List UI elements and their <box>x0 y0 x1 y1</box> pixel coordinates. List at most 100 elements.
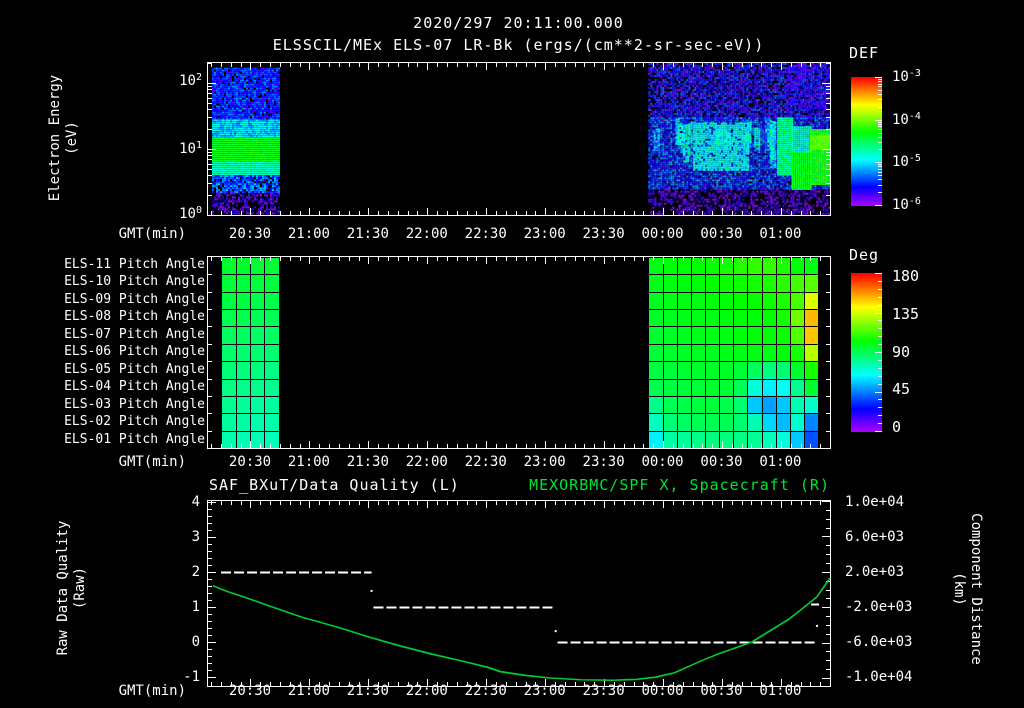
def-colorbar-tick-label: 10-4 <box>892 110 921 130</box>
pitch-angle-row-label: ELS-10 Pitch Angle <box>64 274 205 290</box>
x-tick-label: 01:00 <box>759 683 802 699</box>
def-colorbar-tick-label-exp: -6 <box>908 196 921 207</box>
raw-data-quality-axis-label: Raw Data Quality (Raw) <box>55 521 89 656</box>
deg-colorbar-tick-label: 90 <box>892 342 911 361</box>
distance-y-tick-label: 1.0e+04 <box>845 494 905 510</box>
distance-y-tick-label: -6.0e+03 <box>845 634 913 650</box>
def-colorbar-tick-label: 10-5 <box>892 153 921 172</box>
quality-y-tick-label: 0 <box>191 634 200 650</box>
deg-colorbar-title: Deg <box>849 246 880 264</box>
energy-y-tick-label-base: 10 <box>179 141 196 157</box>
electron-energy-axis-label-line2: (eV) <box>64 121 80 155</box>
energy-y-tick-label: 102 <box>152 72 202 91</box>
x-tick-label: 01:00 <box>759 226 802 242</box>
def-colorbar-title: DEF <box>849 44 880 62</box>
def-colorbar-tick-label-base: 10 <box>892 197 909 213</box>
deg-colorbar-tick-label: 180 <box>892 267 920 285</box>
pitch-angle-row-label: ELS-11 Pitch Angle <box>64 257 205 272</box>
gmt-label-middle: GMT(min) <box>118 454 186 470</box>
x-tick-label: 21:30 <box>346 683 389 699</box>
x-tick-label: 21:00 <box>287 226 330 242</box>
def-colorbar-tick-label-base: 10 <box>892 154 909 171</box>
x-tick-label: 23:30 <box>582 683 625 699</box>
x-tick-label: 22:30 <box>464 683 507 699</box>
x-tick-label: 21:30 <box>346 226 389 242</box>
component-distance-axis-label: Component Distance (km) <box>950 513 984 665</box>
def-colorbar-tick-label-exp: -3 <box>908 68 921 79</box>
quality-y-tick-label: 4 <box>191 494 200 510</box>
pitch-angle-row-label: ELS-04 Pitch Angle <box>64 379 205 395</box>
x-tick-label: 22:00 <box>405 683 448 699</box>
x-tick-label: 22:30 <box>464 226 507 242</box>
pitch-angle-row-label: ELS-08 Pitch Angle <box>64 309 205 325</box>
def-colorbar-tick-label-exp: -4 <box>908 110 921 122</box>
x-tick-label: 21:00 <box>287 454 330 470</box>
x-tick-label: 23:00 <box>523 454 566 470</box>
plot-timestamp: 2020/297 20:11:00.000 <box>413 14 624 32</box>
deg-colorbar-tick-label: 0 <box>892 418 902 436</box>
deg-colorbar <box>851 273 884 432</box>
def-colorbar-tick-label-base: 10 <box>892 69 909 85</box>
energy-y-tick-label-exp: 1 <box>195 140 202 151</box>
x-tick-label: 21:00 <box>287 683 330 699</box>
x-tick-label: 21:30 <box>346 454 389 470</box>
x-tick-label: 22:00 <box>405 454 448 470</box>
quality-y-tick-label: 3 <box>191 529 200 545</box>
x-tick-label: 20:30 <box>228 683 272 699</box>
deg-colorbar-tick-label: 135 <box>892 304 920 323</box>
x-tick-label: 00:30 <box>700 226 743 242</box>
x-tick-label: 20:30 <box>228 454 272 470</box>
bottom-left-series-title: SAF_BXuT/Data Quality (L) <box>209 476 460 494</box>
gmt-label-bottom: GMT(min) <box>118 683 186 699</box>
raw-data-quality-axis-label-line2: (Raw) <box>72 566 88 610</box>
distance-y-tick-label: -2.0e+03 <box>845 599 913 615</box>
x-tick-label: 20:30 <box>228 226 272 242</box>
x-tick-label: 00:00 <box>641 683 684 699</box>
x-tick-label: 23:30 <box>582 454 625 470</box>
energy-y-tick-label: 100 <box>152 205 202 224</box>
deg-colorbar-tick-label: 45 <box>892 380 911 399</box>
energy-y-tick-label-exp: 2 <box>195 72 202 83</box>
x-tick-label: 23:00 <box>523 683 566 699</box>
distance-y-tick-label: 6.0e+03 <box>845 529 905 545</box>
component-distance-axis-label-line2: (km) <box>951 572 967 606</box>
pitch-angle-row-label: ELS-07 Pitch Angle <box>64 326 205 342</box>
x-tick-label: 00:00 <box>641 454 684 470</box>
quality-y-tick-label: 1 <box>191 599 200 615</box>
quality-y-tick-label: -1 <box>183 669 200 685</box>
pitch-angle-row-label: ELS-03 Pitch Angle <box>64 396 205 412</box>
energy-y-tick-label-base: 10 <box>179 73 196 89</box>
def-colorbar-tick-label: 10-6 <box>892 196 921 215</box>
quality-y-tick-label: 2 <box>191 564 200 580</box>
component-distance-axis-label-line1: Component Distance <box>968 513 984 665</box>
pitch-angle-heatmap <box>207 256 831 449</box>
x-tick-label: 00:30 <box>700 454 743 470</box>
distance-y-tick-label: 2.0e+03 <box>845 564 905 580</box>
x-tick-label: 22:30 <box>464 454 507 470</box>
energy-y-tick-label: 101 <box>152 140 202 159</box>
raw-data-quality-axis-label-line1: Raw Data Quality <box>55 520 71 656</box>
x-tick-label: 22:00 <box>405 226 448 242</box>
x-tick-label: 00:30 <box>700 683 743 699</box>
def-colorbar-tick-label: 10-3 <box>892 68 921 87</box>
bottom-right-series-title: MEXORBMC/SPF X, Spacecraft (R) <box>529 476 830 494</box>
x-tick-label: 01:00 <box>759 454 802 470</box>
gmt-label-top: GMT(min) <box>118 226 186 242</box>
x-tick-label: 00:00 <box>641 226 684 242</box>
def-colorbar-tick-label-base: 10 <box>892 111 909 128</box>
electron-energy-spectrogram <box>207 62 831 216</box>
pitch-angle-row-label: ELS-09 Pitch Angle <box>64 291 205 307</box>
energy-y-tick-label-base: 10 <box>179 206 196 222</box>
x-tick-label: 23:00 <box>523 226 566 242</box>
pitch-angle-row-label: ELS-01 Pitch Angle <box>64 431 205 447</box>
plot-title: ELSSCIL/MEx ELS-07 LR-Bk (ergs/(cm**2-sr… <box>272 36 765 54</box>
pitch-angle-row-label: ELS-05 Pitch Angle <box>64 361 205 377</box>
pitch-angle-row-label: ELS-06 Pitch Angle <box>64 344 205 360</box>
energy-y-tick-label-exp: 0 <box>195 205 202 216</box>
electron-energy-axis-label: Electron Energy (eV) <box>47 75 81 201</box>
quality-distance-plot <box>207 500 831 687</box>
def-colorbar <box>851 77 884 206</box>
distance-y-tick-label: -1.0e+04 <box>845 669 913 685</box>
electron-energy-axis-label-line1: Electron Energy <box>47 74 63 202</box>
